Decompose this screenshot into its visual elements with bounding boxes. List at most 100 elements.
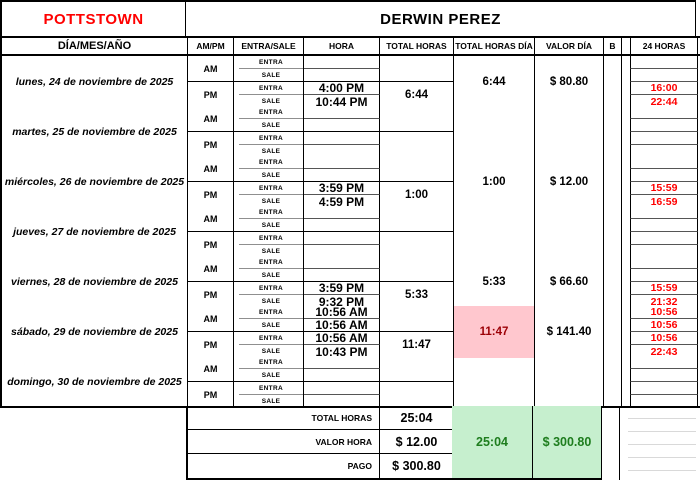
time-24h-cell: 16:00 <box>630 82 698 95</box>
time-entry-cell[interactable] <box>304 206 380 219</box>
b-cell <box>604 106 622 158</box>
time-entry-cell[interactable] <box>304 132 380 145</box>
period-pm-cell: PM <box>188 382 234 408</box>
time-entry-cell[interactable] <box>304 356 380 369</box>
time-entry-cell[interactable] <box>304 395 380 408</box>
total-hours-am-cell <box>380 156 454 182</box>
time-entry-cell[interactable]: 4:00 PM <box>304 81 380 95</box>
total-horas-value: 25:04 <box>380 406 454 430</box>
day-date-cell: miércoles, 26 de noviembre de 2025 <box>2 156 188 208</box>
time-entry-cell[interactable]: 10:56 AM <box>304 331 380 345</box>
time-entry-cell[interactable] <box>304 232 380 245</box>
time-entry-cell[interactable]: 10:43 PM <box>304 345 380 359</box>
summary-total-hours-cell: 25:04 <box>452 406 533 480</box>
time-entry-cell[interactable] <box>304 156 380 169</box>
time-entry-cell[interactable] <box>304 369 380 382</box>
day-block: viernes, 28 de noviembre de 2025 AM PM ENTR… <box>0 256 700 309</box>
total-hours-pm-cell: 1:00 <box>380 182 454 208</box>
summary-pago-cell: $ 300.80 <box>533 406 602 480</box>
total-hours-am-cell <box>380 106 454 132</box>
entra-label: ENTRA <box>239 306 303 319</box>
day-value-cell: $ 141.40 <box>535 306 604 358</box>
time-24h-cell: 22:43 <box>630 345 698 358</box>
time-24h-cell <box>630 219 698 232</box>
time-entry-cell[interactable] <box>304 269 380 282</box>
sale-label: SALE <box>261 221 281 229</box>
time-24h-cell <box>630 106 698 119</box>
sale-label-cell: SALE <box>234 369 304 382</box>
time-entry-cell[interactable] <box>304 219 380 232</box>
entra-label-cell: ENTRA <box>234 282 304 295</box>
time-entry-cell[interactable]: 4:59 PM <box>304 195 380 209</box>
total-hours-pm-cell: 6:44 <box>380 82 454 108</box>
time-24h-cell: 22:44 <box>630 95 698 108</box>
total-hours-day-cell <box>454 206 535 258</box>
period-am-cell: AM <box>188 256 234 282</box>
sale-label-cell: SALE <box>234 269 304 282</box>
time-entry-cell[interactable] <box>304 119 380 132</box>
day-date-cell: domingo, 30 de noviembre de 2025 <box>2 356 188 408</box>
valor-hora-value[interactable]: $ 12.00 <box>380 430 454 454</box>
period-am-cell: AM <box>188 56 234 82</box>
col-header-gap <box>622 38 630 54</box>
b-cell <box>604 256 622 308</box>
day-date-cell: lunes, 24 de noviembre de 2025 <box>2 56 188 108</box>
day-rows: lunes, 24 de noviembre de 2025 AM PM ENTRA S… <box>0 56 700 408</box>
time-24h-cell: 10:56 <box>630 319 698 332</box>
time-entry-cell[interactable]: 3:59 PM <box>304 281 380 295</box>
time-entry-cell[interactable] <box>304 106 380 119</box>
sale-label: SALE <box>261 298 281 305</box>
time-entry-cell[interactable]: 10:44 PM <box>304 95 380 109</box>
time-entry-cell[interactable] <box>304 256 380 269</box>
column-header-row: DÍA/MES/AÑO AM/PM ENTRA/SALE HORA TOTAL … <box>0 36 700 56</box>
time-entry-cell[interactable] <box>304 169 380 182</box>
entra-label-cell: ENTRA <box>234 306 304 319</box>
time-entry-cell[interactable]: 10:56 AM <box>304 305 380 319</box>
b-column-extension <box>602 406 620 480</box>
total-hours-day-cell: 11:47 <box>454 306 535 358</box>
entra-label: ENTRA <box>239 156 303 169</box>
period-am-cell: AM <box>188 356 234 382</box>
time-24h-cell: 21:32 <box>630 295 698 308</box>
day-value-cell: $ 80.80 <box>535 56 604 108</box>
entra-label: ENTRA <box>239 332 303 345</box>
total-hours-pm-cell <box>380 232 454 258</box>
entra-label-cell: ENTRA <box>234 156 304 169</box>
entra-label-cell: ENTRA <box>234 82 304 95</box>
day-block: jueves, 27 de noviembre de 2025 AM PM ENTRA… <box>0 206 700 258</box>
day-date-cell: jueves, 27 de noviembre de 2025 <box>2 206 188 258</box>
period-pm-cell: PM <box>188 82 234 108</box>
time-entry-cell[interactable]: 9:32 PM <box>304 295 380 309</box>
total-hours-day-cell: 1:00 <box>454 156 535 208</box>
total-hours-pm-cell <box>380 132 454 158</box>
time-24h-cell <box>630 119 698 132</box>
period-am-cell: AM <box>188 156 234 182</box>
period-pm-cell: PM <box>188 282 234 308</box>
time-entry-cell[interactable] <box>304 56 380 69</box>
time-entry-cell[interactable]: 3:59 PM <box>304 181 380 195</box>
day-date-cell: sábado, 29 de noviembre de 2025 <box>2 306 188 358</box>
entra-label-cell: ENTRA <box>234 232 304 245</box>
time-24h-cell <box>630 356 698 369</box>
summary-footer: TOTAL HORAS 25:04 VALOR HORA $ 12.00 PAG… <box>0 406 700 480</box>
time-entry-cell[interactable] <box>304 69 380 82</box>
sale-label-cell: SALE <box>234 169 304 182</box>
time-24h-cell <box>630 69 698 82</box>
time-entry-cell[interactable] <box>304 145 380 158</box>
day-value-cell <box>535 106 604 158</box>
time-entry-cell[interactable] <box>304 245 380 258</box>
sale-label: SALE <box>261 71 281 79</box>
sale-label: SALE <box>261 371 281 379</box>
sale-label: SALE <box>261 148 281 155</box>
period-am-cell: AM <box>188 206 234 232</box>
col-header-total-horas: TOTAL HORAS <box>380 38 454 54</box>
entra-label: ENTRA <box>239 356 303 369</box>
sale-label-cell: SALE <box>234 395 304 408</box>
sale-label: SALE <box>261 248 281 255</box>
valor-hora-label: VALOR HORA <box>188 430 380 454</box>
total-hours-day-cell <box>454 106 535 158</box>
time-entry-cell[interactable]: 10:56 AM <box>304 318 380 332</box>
time-entry-cell[interactable] <box>304 382 380 395</box>
col-header-ampm: AM/PM <box>188 38 234 54</box>
